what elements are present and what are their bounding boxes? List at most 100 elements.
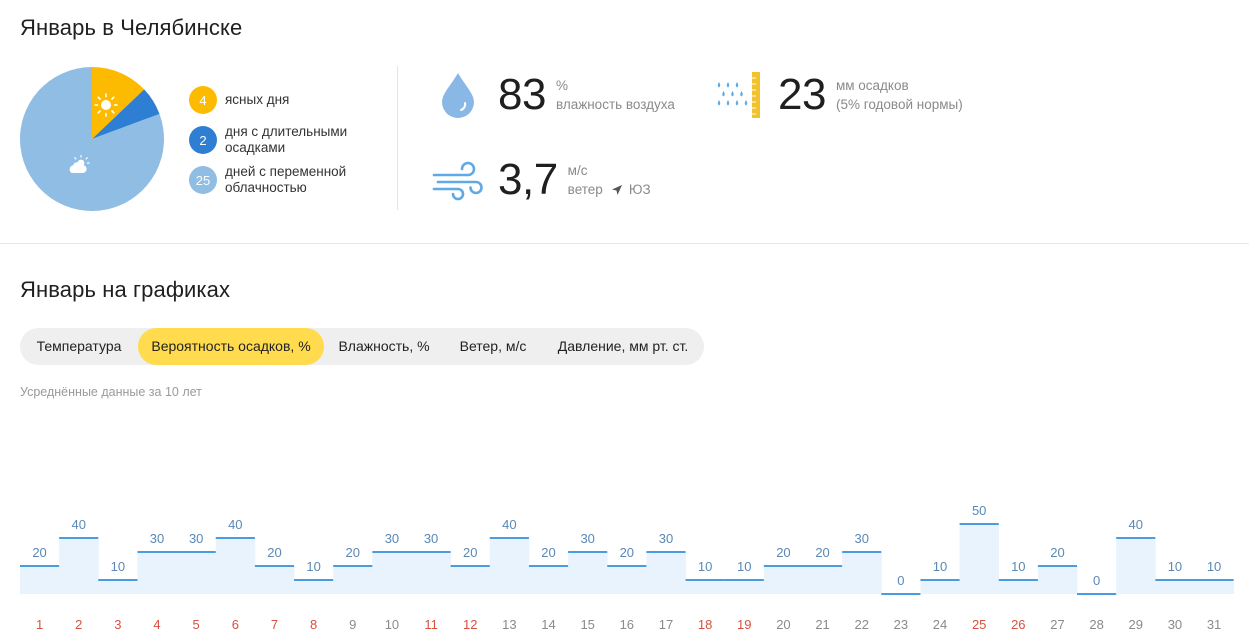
- chart-day-label: 16: [620, 617, 634, 632]
- clear-days-label: ясных дня: [225, 92, 290, 107]
- chart-bar: [176, 552, 217, 594]
- chart-bar: [1194, 580, 1235, 594]
- chart-tabs: Температура Вероятность осадков, % Влажн…: [20, 328, 704, 365]
- chart-day-label: 4: [153, 617, 160, 632]
- wind-unit: м/с: [567, 163, 588, 178]
- chart-value-label: 40: [228, 517, 242, 532]
- section-divider: [0, 243, 1249, 244]
- precip-days-count-badge: 2: [189, 126, 217, 154]
- chart-bar: [959, 524, 1000, 594]
- chart-bar: [842, 552, 882, 594]
- chart-day-label: 10: [385, 617, 399, 632]
- chart-bar: [137, 552, 177, 594]
- humidity-value: 83: [498, 70, 546, 119]
- chart-bar: [920, 580, 960, 594]
- chart-day-label: 22: [854, 617, 868, 632]
- chart-value-label: 10: [111, 559, 125, 574]
- humidity-stat: 83 % влажность воздуха: [438, 70, 675, 120]
- chart-bar: [450, 566, 491, 594]
- tab-wind[interactable]: Ветер, м/с: [459, 338, 527, 354]
- sun-icon: [94, 93, 118, 117]
- chart-bar: [372, 552, 412, 594]
- chart-day-label: 7: [271, 617, 278, 632]
- chart-bar: [1155, 580, 1195, 594]
- chart-day-label: 18: [698, 617, 712, 632]
- chart-value-label: 20: [32, 545, 46, 560]
- chart-bar: [411, 552, 452, 594]
- chart-value-label: 30: [580, 531, 594, 546]
- tab-temperature[interactable]: Температура: [36, 338, 122, 354]
- pie-slice-clear: [92, 67, 145, 139]
- humidity-unit: %: [555, 78, 568, 93]
- chart-day-label: 5: [193, 617, 200, 632]
- chart-day-label: 24: [933, 617, 947, 632]
- precip-days-label: дня с длительными осадками: [225, 124, 348, 155]
- partly-cloudy-icon: [69, 154, 90, 173]
- chart-bar: [1116, 538, 1156, 594]
- chart-value-label: 30: [189, 531, 203, 546]
- chart-value-label: 30: [150, 531, 164, 546]
- precipitation-stat: 23 мм осадков (5% годовой нормы): [714, 70, 963, 120]
- chart-value-label: 30: [424, 531, 438, 546]
- chart-day-label: 12: [463, 617, 477, 632]
- chart-bar: [333, 566, 373, 594]
- chart-value-label: 30: [854, 531, 868, 546]
- wind-label: ветер: [567, 182, 603, 197]
- chart-day-label: 30: [1168, 617, 1182, 632]
- chart-day-label: 31: [1207, 617, 1221, 632]
- chart-value-label: 40: [71, 517, 85, 532]
- chart-value-label: 20: [463, 545, 477, 560]
- chart-day-label: 14: [541, 617, 555, 632]
- legend-clear-days: 4 ясных дня: [189, 86, 395, 114]
- chart-day-label: 17: [659, 617, 673, 632]
- chart-bar: [294, 580, 334, 594]
- chart-subtitle: Усреднённые данные за 10 лет: [20, 385, 202, 399]
- chart-value-label: 20: [620, 545, 634, 560]
- tab-precipitation-probability[interactable]: Вероятность осадков, %: [138, 328, 324, 365]
- chart-value-label: 20: [346, 545, 360, 560]
- chart-bar: [685, 580, 726, 594]
- chart-day-label: 1: [36, 617, 43, 632]
- tab-pressure[interactable]: Давление, мм рт. ст.: [557, 338, 689, 354]
- chart-bar: [254, 566, 295, 594]
- pie-slice-precip: [92, 89, 160, 139]
- chart-day-label: 23: [894, 617, 908, 632]
- chart-bar: [803, 566, 843, 594]
- chart-day-label: 20: [776, 617, 790, 632]
- chart-bar: [528, 566, 569, 594]
- chart-value-label: 10: [933, 559, 947, 574]
- chart-bar: [1037, 566, 1078, 594]
- chart-bar: [98, 580, 138, 594]
- chart-day-label: 19: [737, 617, 751, 632]
- chart-value-label: 10: [1168, 559, 1182, 574]
- chart-bar: [724, 580, 765, 594]
- chart-day-label: 8: [310, 617, 317, 632]
- precipitation-unit: мм осадков: [835, 78, 909, 93]
- chart-day-label: 28: [1089, 617, 1103, 632]
- clear-days-count-badge: 4: [189, 86, 217, 114]
- humidity-label: влажность воздуха: [555, 97, 675, 112]
- chart-bar: [20, 566, 60, 594]
- chart-value-label: 50: [972, 503, 986, 518]
- chart-value-label: 10: [1207, 559, 1221, 574]
- chart-value-label: 10: [737, 559, 751, 574]
- page-title: Январь в Челябинске: [20, 15, 243, 40]
- wind-direction-arrow-icon: [611, 184, 622, 195]
- chart-value-label: 10: [1011, 559, 1025, 574]
- tab-humidity[interactable]: Влажность, %: [338, 338, 430, 354]
- wind-stat: 3,7 м/с ветер ЮЗ: [432, 158, 651, 202]
- chart-bar: [763, 566, 804, 594]
- chart-day-label: 9: [349, 617, 356, 632]
- vertical-divider: [397, 66, 398, 210]
- cloudy-days-label: дней с переменной облачностью: [225, 164, 347, 195]
- chart-day-label: 11: [424, 617, 438, 632]
- precipitation-norm: (5% годовой нормы): [835, 97, 963, 112]
- chart-bar: [489, 538, 530, 594]
- wind-direction: ЮЗ: [628, 182, 651, 197]
- cloudy-days-count-badge: 25: [189, 166, 217, 194]
- chart-value-label: 30: [659, 531, 673, 546]
- chart-value-label: 10: [306, 559, 320, 574]
- rain-gauge-icon: [717, 72, 760, 118]
- water-drop-icon: [442, 73, 474, 118]
